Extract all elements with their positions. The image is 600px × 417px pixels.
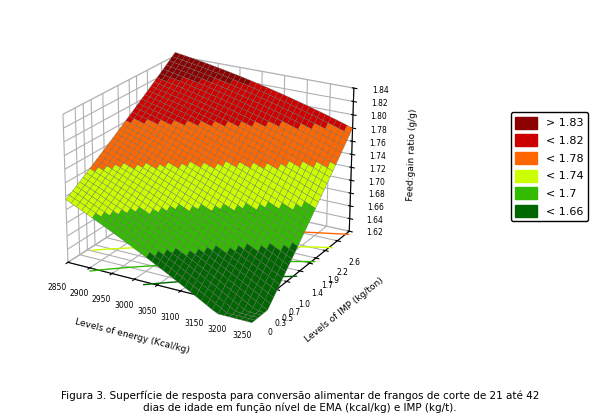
Y-axis label: Levels of IMP (kg/ton): Levels of IMP (kg/ton) xyxy=(303,276,385,344)
X-axis label: Levels of energy (Kcal/kg): Levels of energy (Kcal/kg) xyxy=(74,317,191,355)
Legend: > 1.83, < 1.82, < 1.78, < 1.74, < 1.7, < 1.66: > 1.83, < 1.82, < 1.78, < 1.74, < 1.7, <… xyxy=(511,112,589,221)
Text: Figura 3. Superfície de resposta para conversão alimentar de frangos de corte de: Figura 3. Superfície de resposta para co… xyxy=(61,390,539,413)
